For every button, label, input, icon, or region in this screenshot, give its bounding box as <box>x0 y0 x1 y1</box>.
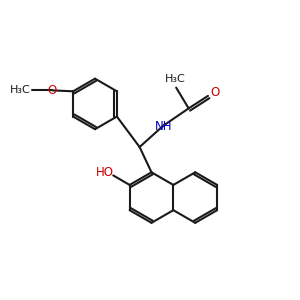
Text: HO: HO <box>96 166 114 179</box>
Text: O: O <box>211 85 220 98</box>
Text: O: O <box>48 84 57 97</box>
Text: NH: NH <box>154 120 172 133</box>
Text: H₃C: H₃C <box>165 74 186 84</box>
Text: H₃C: H₃C <box>10 85 31 95</box>
